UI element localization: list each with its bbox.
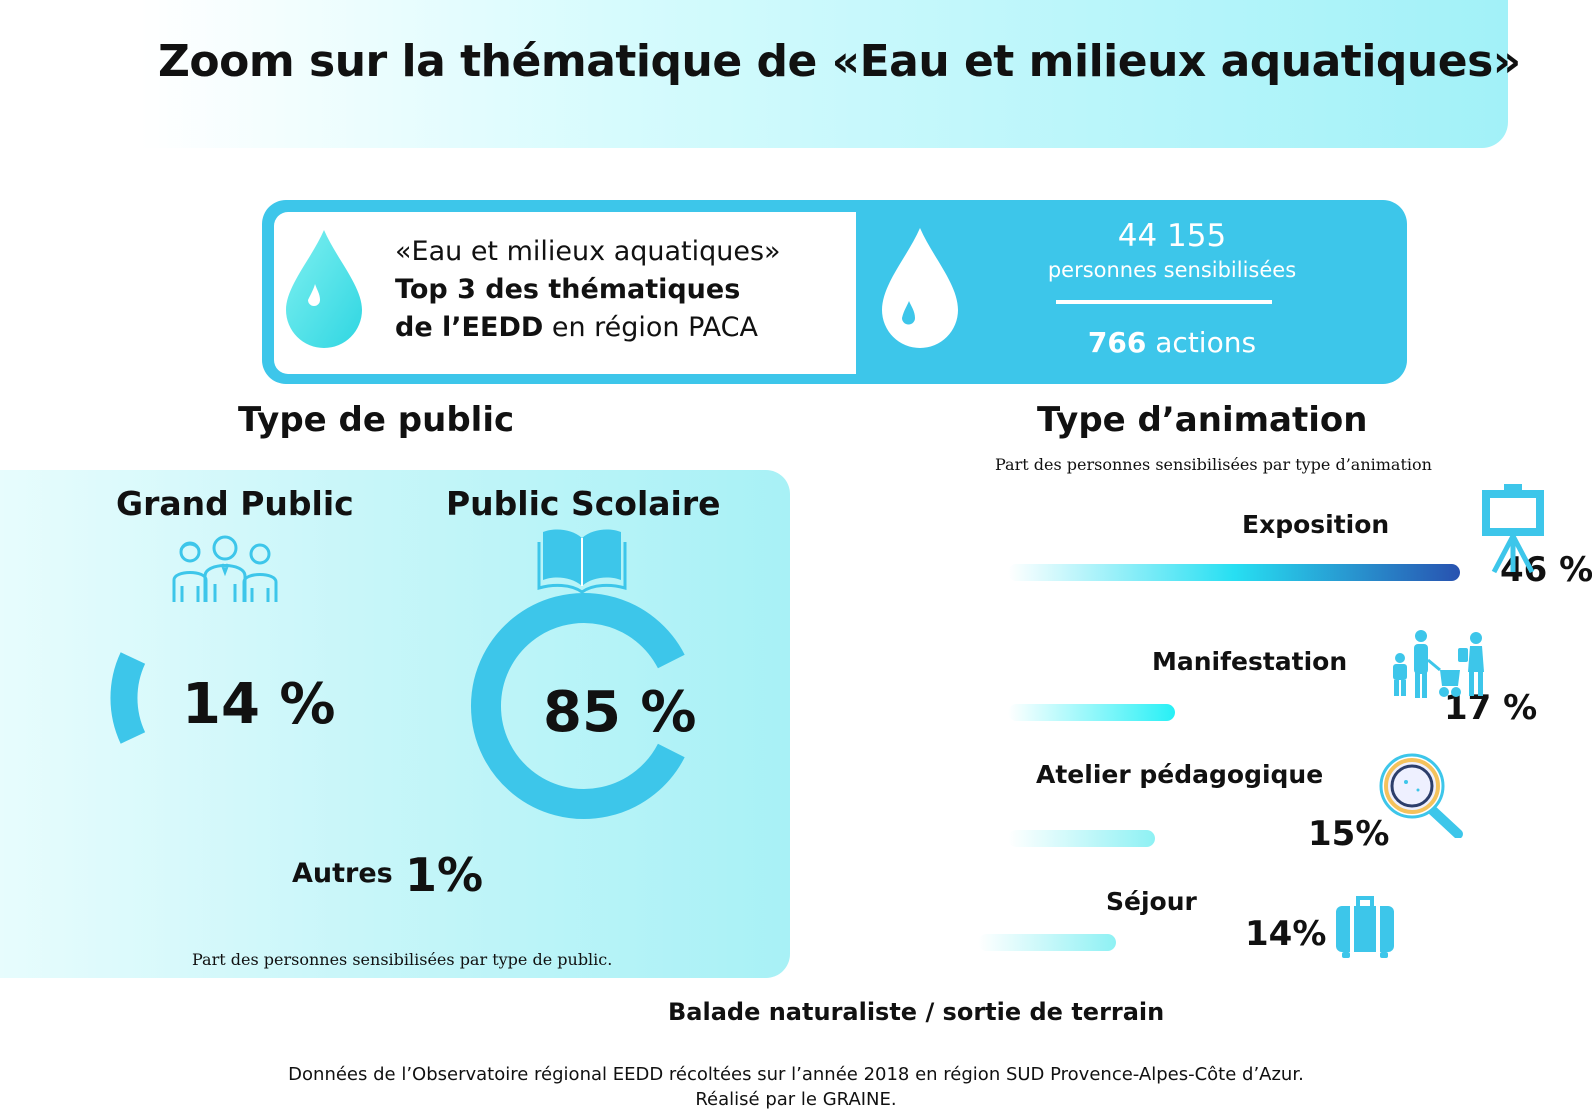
source-note: Données de l’Observatoire régional EEDD … bbox=[0, 1062, 1592, 1112]
public-scolaire-value: 85 % bbox=[543, 680, 697, 745]
grand-public-ring bbox=[110, 652, 146, 744]
open-book-icon bbox=[537, 529, 627, 594]
magnifier-icon bbox=[1379, 753, 1463, 838]
category-label-atelier: Atelier pédagogique bbox=[1036, 760, 1324, 789]
category-label-exposition: Exposition bbox=[1242, 510, 1390, 539]
people-label: personnes sensibilisées bbox=[1047, 258, 1297, 282]
bar-atelier bbox=[1008, 830, 1155, 847]
grand-public-label: Grand Public bbox=[116, 484, 354, 523]
stat-divider bbox=[1056, 300, 1272, 304]
info-box-text-panel bbox=[274, 212, 856, 374]
public-scolaire-ring bbox=[470, 593, 685, 819]
info-region: en région PACA bbox=[543, 312, 758, 343]
actions-label: actions bbox=[1146, 326, 1257, 359]
value-label-atelier: 15% bbox=[1308, 814, 1390, 854]
title-banner bbox=[140, 0, 1508, 148]
bar-manifestation bbox=[1008, 704, 1175, 721]
bar-sejour bbox=[978, 934, 1116, 951]
grand-public-value: 14 % bbox=[182, 672, 336, 737]
public-subtitle: Part des personnes sensibilisées par typ… bbox=[192, 950, 613, 969]
people-group-icon bbox=[172, 535, 278, 602]
value-label-sejour: 14% bbox=[1245, 914, 1327, 954]
info-theme-name: «Eau et milieux aquatiques» bbox=[395, 236, 781, 267]
autres-value: 1% bbox=[405, 848, 484, 902]
suitcase-icon bbox=[1336, 896, 1394, 958]
animation-subtitle: Part des personnes sensibilisées par typ… bbox=[995, 455, 1432, 474]
source-line-1: Données de l’Observatoire régional EEDD … bbox=[288, 1064, 1304, 1085]
white-drop-icon bbox=[882, 228, 958, 348]
info-eedd: de l’EEDD bbox=[395, 312, 544, 343]
family-crowd-icon bbox=[1393, 630, 1484, 698]
info-top3: Top 3 des thématiques bbox=[395, 274, 741, 305]
category-label-sejour: Séjour bbox=[1106, 887, 1197, 916]
info-region-line: de l’EEDD en région PACA bbox=[395, 312, 758, 343]
people-count: 44 155 bbox=[1117, 218, 1227, 254]
actions-value: 766 bbox=[1087, 326, 1147, 359]
animation-section-title: Type d’animation bbox=[1037, 400, 1368, 440]
public-section-title: Type de public bbox=[238, 400, 515, 440]
balade-label: Balade naturaliste / sortie de terrain bbox=[668, 998, 1165, 1026]
public-scolaire-label: Public Scolaire bbox=[446, 484, 721, 523]
bar-exposition bbox=[1008, 564, 1460, 581]
actions-count: 766 actions bbox=[1010, 326, 1334, 359]
water-drop-icon bbox=[286, 230, 362, 348]
easel-icon bbox=[1482, 484, 1544, 574]
page-title: Zoom sur la thématique de «Eau et milieu… bbox=[158, 36, 1521, 87]
source-line-2: Réalisé par le GRAINE. bbox=[695, 1089, 897, 1110]
public-donut-chart bbox=[110, 593, 685, 819]
category-label-manifestation: Manifestation bbox=[1152, 647, 1348, 676]
autres-label: Autres bbox=[292, 858, 393, 889]
